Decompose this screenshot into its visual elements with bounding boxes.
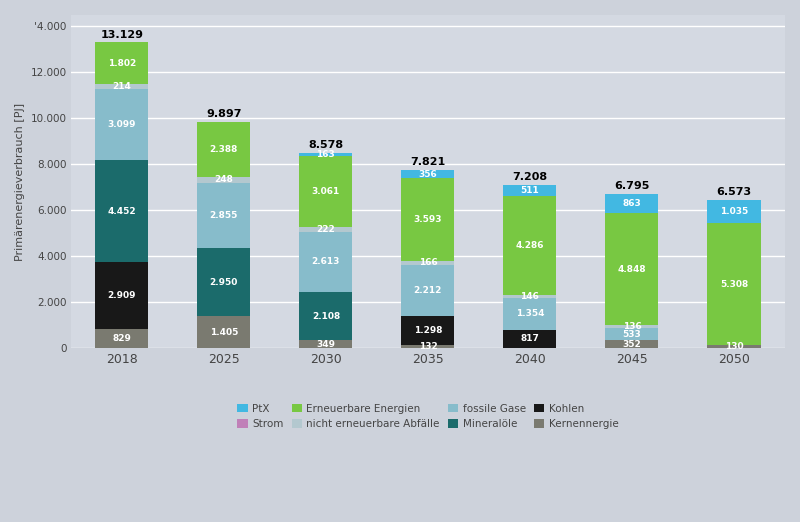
Text: 352: 352 [622, 340, 642, 349]
Bar [606, 325, 658, 328]
Bar [503, 299, 557, 329]
Bar [198, 177, 250, 183]
Bar [198, 122, 250, 177]
Text: 8.578: 8.578 [308, 140, 343, 150]
Text: 2.909: 2.909 [108, 291, 136, 301]
Text: 5.308: 5.308 [720, 280, 748, 289]
Text: 132: 132 [418, 342, 438, 351]
Bar [299, 292, 353, 340]
Bar [402, 346, 454, 348]
Bar [606, 328, 658, 340]
Bar [299, 340, 353, 348]
Text: 222: 222 [317, 225, 335, 234]
Text: 1.802: 1.802 [108, 58, 136, 68]
Text: 2.855: 2.855 [210, 211, 238, 220]
Bar [299, 232, 353, 292]
Y-axis label: Primärenergieverbrauch [PJ]: Primärenergieverbrauch [PJ] [15, 103, 25, 261]
Text: 863: 863 [622, 199, 642, 208]
Text: 3.061: 3.061 [312, 187, 340, 196]
Bar [707, 199, 761, 223]
Text: 2.108: 2.108 [312, 312, 340, 321]
Text: 1.035: 1.035 [720, 207, 748, 216]
Bar [402, 178, 454, 261]
Bar [402, 261, 454, 265]
Text: 166: 166 [418, 258, 438, 267]
Bar [606, 194, 658, 213]
Text: 4.286: 4.286 [516, 241, 544, 250]
Bar [299, 152, 353, 157]
Text: 4.848: 4.848 [618, 265, 646, 274]
Text: 1.298: 1.298 [414, 326, 442, 335]
Text: 9.897: 9.897 [206, 109, 242, 119]
Text: 7.821: 7.821 [410, 157, 446, 167]
Legend: PtX, Strom, Erneuerbare Energien, nicht erneuerbare Abfälle, fossile Gase, Miner: PtX, Strom, Erneuerbare Energien, nicht … [238, 404, 618, 429]
Text: 533: 533 [622, 330, 642, 339]
Bar [198, 248, 250, 316]
Bar [503, 329, 557, 348]
Text: 511: 511 [521, 186, 539, 195]
Bar [402, 316, 454, 346]
Text: 146: 146 [521, 292, 539, 301]
Bar [95, 160, 148, 263]
Bar [95, 329, 148, 348]
Bar [95, 42, 148, 84]
Bar [402, 170, 454, 178]
Text: 1.354: 1.354 [516, 310, 544, 318]
Text: 130: 130 [725, 342, 743, 351]
Text: 2.950: 2.950 [210, 278, 238, 287]
Bar [402, 265, 454, 316]
Text: 6.573: 6.573 [717, 187, 751, 197]
Text: 7.208: 7.208 [512, 172, 547, 182]
Bar [606, 213, 658, 325]
Text: 163: 163 [317, 150, 335, 159]
Bar [95, 263, 148, 329]
Bar [198, 316, 250, 348]
Bar [95, 89, 148, 160]
Bar [198, 183, 250, 248]
Text: 349: 349 [317, 340, 335, 349]
Bar [503, 295, 557, 299]
Bar [707, 223, 761, 346]
Bar [95, 84, 148, 89]
Text: 817: 817 [521, 335, 539, 343]
Text: 356: 356 [418, 170, 438, 179]
Bar [299, 227, 353, 232]
Text: 136: 136 [622, 322, 642, 331]
Bar [707, 346, 761, 348]
Text: 829: 829 [113, 335, 131, 343]
Bar [606, 340, 658, 348]
Text: 2.388: 2.388 [210, 145, 238, 154]
Bar [503, 196, 557, 295]
Text: 1.405: 1.405 [210, 328, 238, 337]
Text: 3.593: 3.593 [414, 215, 442, 224]
Text: 214: 214 [113, 82, 131, 91]
Bar [299, 157, 353, 227]
Bar [503, 185, 557, 196]
Text: 2.613: 2.613 [312, 257, 340, 266]
Text: 248: 248 [214, 175, 234, 184]
Text: 3.099: 3.099 [108, 120, 136, 129]
Text: 4.452: 4.452 [107, 207, 136, 216]
Text: 6.795: 6.795 [614, 181, 650, 191]
Text: 13.129: 13.129 [100, 30, 143, 40]
Text: 2.212: 2.212 [414, 286, 442, 294]
